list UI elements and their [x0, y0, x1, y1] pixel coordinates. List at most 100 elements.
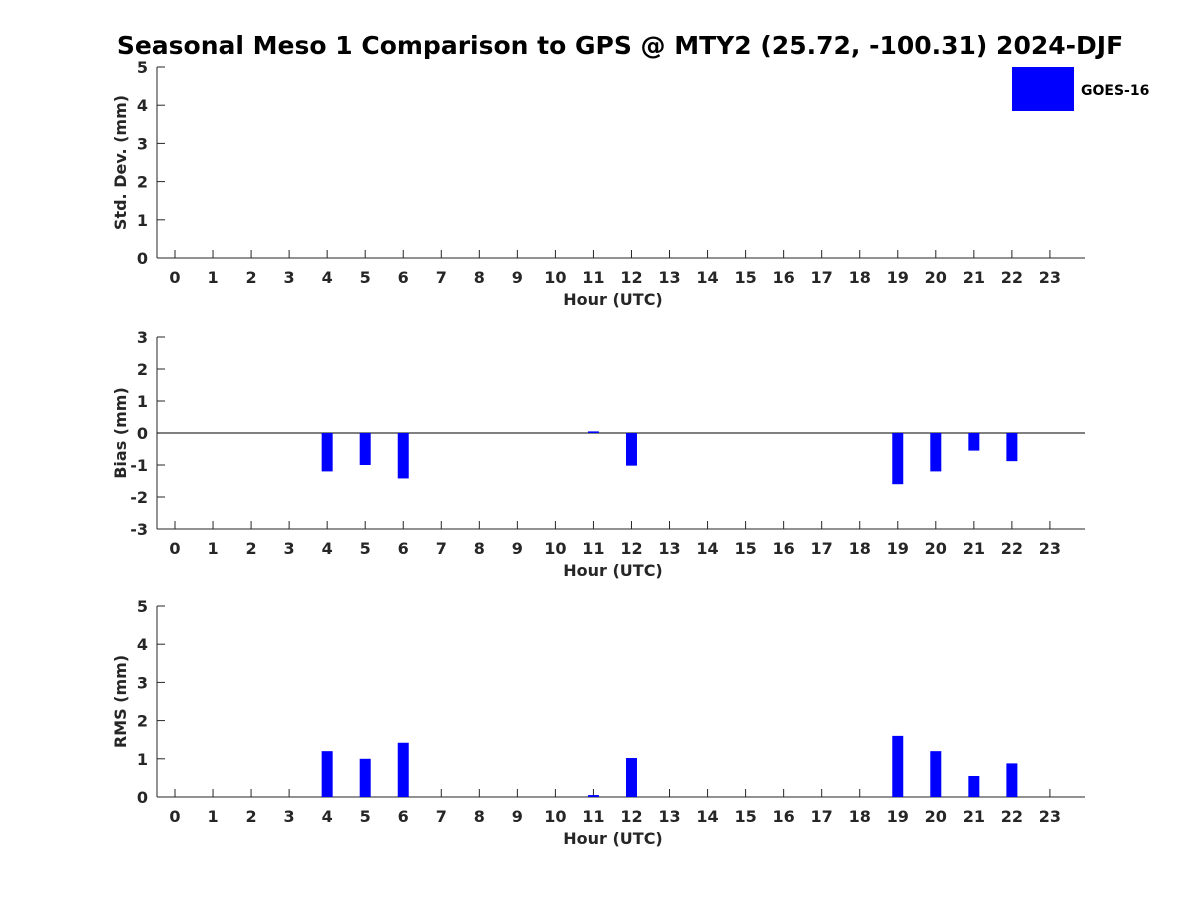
x-tick-label: 1	[207, 268, 218, 287]
x-tick-label: 0	[169, 539, 180, 558]
y-tick-label: 3	[137, 673, 148, 692]
x-tick-label: 21	[963, 807, 985, 826]
x-tick-label: 3	[284, 268, 295, 287]
x-tick-label: 18	[849, 539, 871, 558]
bar-hour-12	[625, 433, 637, 466]
x-tick-label: 11	[582, 539, 604, 558]
y-tick-label: 4	[137, 635, 148, 654]
x-tick-label: 23	[1039, 268, 1061, 287]
x-tick-label: 19	[887, 807, 909, 826]
legend-label: GOES-16	[1081, 83, 1149, 99]
x-tick-label: 0	[169, 268, 180, 287]
x-tick-label: 4	[322, 268, 333, 287]
x-tick-label: 8	[474, 539, 485, 558]
bar-hour-19	[892, 433, 904, 485]
y-tick-label: -3	[130, 520, 148, 539]
x-tick-label: 23	[1039, 807, 1061, 826]
x-tick-label: 9	[512, 539, 523, 558]
x-tick-label: 22	[1001, 807, 1023, 826]
x-tick-label: 12	[620, 807, 642, 826]
x-tick-label: 9	[512, 268, 523, 287]
y-tick-label: 2	[137, 712, 148, 731]
x-tick-label: 7	[436, 268, 447, 287]
bar-hour-6	[397, 742, 409, 797]
x-tick-label: 8	[474, 268, 485, 287]
x-tick-label: 1	[207, 807, 218, 826]
x-tick-label: 17	[811, 807, 833, 826]
y-tick-label: 1	[137, 211, 148, 230]
x-tick-label: 5	[360, 539, 371, 558]
x-tick-label: 17	[811, 539, 833, 558]
y-tick-label: -2	[130, 488, 148, 507]
x-tick-label: 22	[1001, 268, 1023, 287]
x-tick-label: 20	[925, 807, 947, 826]
bar-hour-20	[930, 433, 942, 472]
x-tick-label: 11	[582, 268, 604, 287]
x-tick-label: 18	[849, 807, 871, 826]
y-tick-label: 5	[137, 597, 148, 616]
x-tick-label: 22	[1001, 539, 1023, 558]
x-tick-label: 4	[322, 539, 333, 558]
bar-hour-22	[1006, 763, 1018, 797]
bar-hour-21	[968, 775, 980, 797]
x-tick-label: 3	[284, 539, 295, 558]
x-tick-label: 9	[512, 807, 523, 826]
x-tick-label: 13	[658, 539, 680, 558]
x-tick-label: 21	[963, 268, 985, 287]
x-tick-label: 14	[696, 268, 718, 287]
x-tick-label: 10	[544, 539, 566, 558]
x-tick-label: 16	[773, 807, 795, 826]
x-tick-label: 8	[474, 807, 485, 826]
x-tick-label: 6	[398, 539, 409, 558]
x-tick-label: 7	[436, 807, 447, 826]
x-tick-label: 3	[284, 807, 295, 826]
x-tick-label: 16	[773, 268, 795, 287]
x-tick-label: 7	[436, 539, 447, 558]
x-tick-label: 13	[658, 807, 680, 826]
bar-hour-19	[892, 735, 904, 797]
bar-hour-21	[968, 433, 980, 451]
x-tick-label: 15	[734, 268, 756, 287]
x-tick-label: 5	[360, 807, 371, 826]
x-tick-label: 16	[773, 539, 795, 558]
y-tick-label: 0	[137, 788, 148, 807]
y-tick-label: 3	[137, 328, 148, 347]
x-tick-label: 2	[246, 807, 257, 826]
x-tick-label: 19	[887, 268, 909, 287]
x-tick-label: 5	[360, 268, 371, 287]
x-tick-label: 23	[1039, 539, 1061, 558]
x-axis-label: Hour (UTC)	[563, 829, 663, 848]
x-tick-label: 19	[887, 539, 909, 558]
y-tick-label: 4	[137, 96, 148, 115]
x-tick-label: 4	[322, 807, 333, 826]
y-tick-label: -1	[130, 456, 148, 475]
bar-hour-11	[587, 431, 599, 433]
x-tick-label: 0	[169, 807, 180, 826]
y-tick-label: 1	[137, 392, 148, 411]
bar-hour-4	[321, 751, 333, 797]
y-axis-label: Bias (mm)	[111, 387, 130, 479]
y-tick-label: 0	[137, 249, 148, 268]
x-tick-label: 10	[544, 268, 566, 287]
x-tick-label: 2	[246, 268, 257, 287]
y-axis-label: Std. Dev. (mm)	[111, 95, 130, 230]
y-tick-label: 2	[137, 173, 148, 192]
x-axis-label: Hour (UTC)	[563, 290, 663, 309]
x-tick-label: 14	[696, 807, 718, 826]
x-tick-label: 12	[620, 268, 642, 287]
x-tick-label: 17	[811, 268, 833, 287]
x-axis-label: Hour (UTC)	[563, 561, 663, 580]
bar-hour-4	[321, 433, 333, 472]
bar-hour-5	[359, 433, 371, 465]
bar-hour-22	[1006, 433, 1018, 462]
y-axis-label: RMS (mm)	[111, 655, 130, 748]
x-tick-label: 18	[849, 268, 871, 287]
legend-swatch	[1012, 67, 1074, 111]
x-tick-label: 6	[398, 268, 409, 287]
y-tick-label: 3	[137, 134, 148, 153]
